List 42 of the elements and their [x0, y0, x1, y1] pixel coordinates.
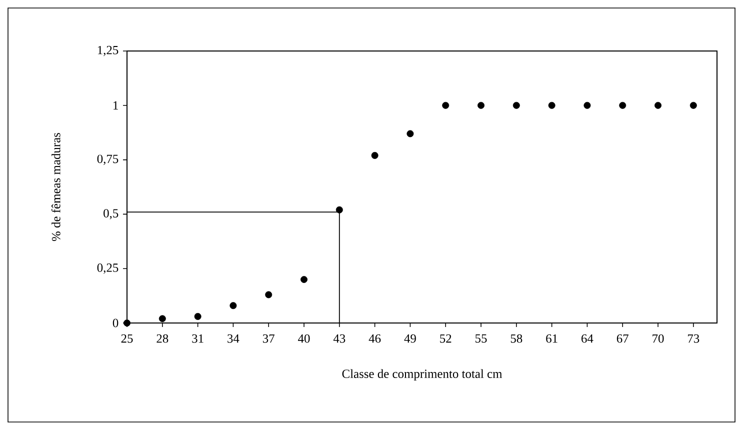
x-tick-label: 37 [262, 334, 274, 343]
y-tick-label: 0,75 [97, 154, 118, 165]
x-tick-label: 46 [368, 334, 381, 343]
x-tick-label: 49 [404, 334, 416, 343]
point [548, 102, 556, 109]
y-tick-label: 1,25 [98, 46, 118, 56]
x-tick-label: 55 [476, 334, 487, 343]
x-tick-label: 52 [440, 334, 452, 343]
point [194, 312, 202, 320]
y-tick-label: 0 [112, 318, 118, 328]
point [336, 206, 343, 214]
x-tick-label: 34 [228, 334, 240, 343]
point [512, 102, 520, 109]
x-tick-label: 73 [688, 334, 700, 343]
x-tick-label: 43 [333, 334, 346, 343]
x-tick-label: 58 [510, 334, 522, 343]
x-tick-label: 28 [156, 334, 168, 343]
x-tick-label: 70 [652, 334, 664, 343]
x-tick-label: 61 [546, 334, 558, 343]
x-tick-label: 25 [121, 334, 133, 343]
point [619, 102, 626, 109]
point [124, 320, 130, 326]
x-tick-label: 67 [616, 334, 628, 343]
x-tick-label: 40 [298, 334, 310, 343]
point [442, 102, 450, 109]
x-tick-label: 31 [192, 334, 204, 343]
point [584, 102, 591, 109]
point [300, 276, 308, 283]
point [654, 102, 662, 109]
y-tick-label: 0,25 [97, 264, 118, 274]
point [371, 152, 378, 159]
point [158, 315, 166, 322]
point [406, 130, 414, 138]
point [478, 102, 484, 109]
point [265, 291, 272, 298]
y-tick-label: 0,5 [104, 209, 118, 220]
point [230, 302, 237, 310]
point [690, 102, 697, 109]
x-tick-label: 64 [582, 334, 594, 343]
x-axis-title: Classe de comprimento total cm [342, 369, 502, 381]
y-axis-title: % de fêmeas maduras [51, 132, 60, 242]
y-tick-label: 1 [114, 101, 118, 110]
